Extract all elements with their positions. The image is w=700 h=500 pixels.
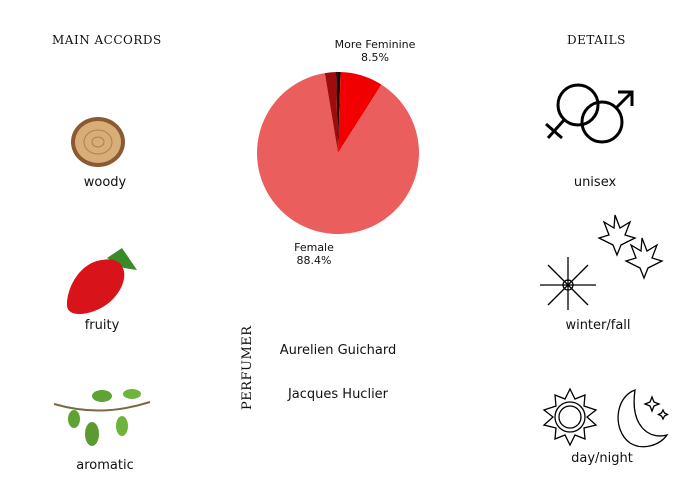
main-accords-heading: MAIN ACCORDS xyxy=(52,33,162,47)
snowflake-maple-leaves-icon xyxy=(540,214,664,310)
pie-slice-0 xyxy=(338,72,341,153)
herb-sprig-icon xyxy=(53,389,151,446)
pie-slice-2 xyxy=(256,73,420,235)
pie-label-female: Female 88.4% xyxy=(294,241,334,267)
accord-label: aromatic xyxy=(76,458,134,473)
pie-slice-4 xyxy=(335,72,338,153)
perfumer-heading: PERFUMER xyxy=(240,325,255,410)
pie-label-more-feminine: More Feminine 8.5% xyxy=(334,38,416,64)
sun-moon-icon xyxy=(542,387,669,448)
accord-label: fruity xyxy=(84,318,120,333)
perfumer-name: Aurelien Guichard xyxy=(279,343,397,358)
details-heading: DETAILS xyxy=(567,33,626,47)
detail-label: winter/fall xyxy=(565,318,631,333)
detail-label: unisex xyxy=(573,175,617,190)
accord-label: woody xyxy=(83,175,127,190)
detail-label: day/night xyxy=(571,451,633,466)
pie-slice-3 xyxy=(324,72,338,153)
strawberry-icon xyxy=(67,248,137,315)
pie-slice-1 xyxy=(338,72,382,153)
perfumer-name: Jacques Huclier xyxy=(287,387,389,402)
wood-slice-icon xyxy=(71,117,125,167)
gender-symbols-icon xyxy=(545,83,634,144)
